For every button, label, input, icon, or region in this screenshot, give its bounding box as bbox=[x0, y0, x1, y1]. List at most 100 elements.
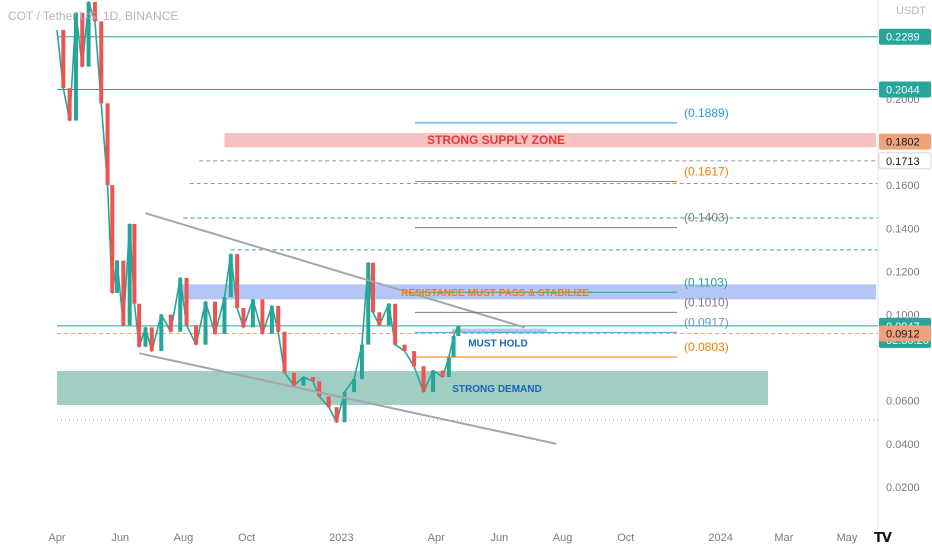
time-tick-label: May bbox=[837, 532, 858, 544]
candle bbox=[386, 303, 391, 326]
candle bbox=[184, 277, 189, 326]
candle bbox=[203, 301, 208, 345]
candle bbox=[127, 223, 132, 326]
fib-label-2: (0.1403) bbox=[684, 211, 729, 225]
candle bbox=[80, 12, 85, 67]
candle bbox=[269, 305, 274, 334]
fib-label-0: (0.1889) bbox=[684, 106, 729, 120]
candle bbox=[342, 392, 347, 423]
candle bbox=[282, 331, 287, 373]
candle bbox=[326, 396, 331, 408]
candle bbox=[301, 376, 306, 386]
candle bbox=[213, 301, 217, 334]
candle bbox=[132, 223, 137, 304]
zone-label-1: RESISTANCE MUST PASS & STABILIZE bbox=[401, 288, 589, 299]
candle bbox=[137, 303, 142, 347]
candle bbox=[115, 260, 120, 293]
time-tick-label: Aug bbox=[553, 532, 573, 544]
tradingview-logo[interactable]: TV bbox=[874, 531, 892, 546]
candle bbox=[73, 12, 78, 121]
candle bbox=[352, 379, 357, 393]
candle bbox=[366, 262, 371, 345]
zone-label-0: STRONG SUPPLY ZONE bbox=[427, 133, 565, 147]
time-tick-label: Aug bbox=[174, 532, 194, 544]
price-badge bbox=[879, 28, 931, 45]
price-badge bbox=[879, 133, 931, 150]
candle bbox=[92, 2, 97, 22]
time-tick-label: Mar bbox=[774, 532, 793, 544]
candle bbox=[317, 381, 322, 397]
candle bbox=[67, 88, 72, 121]
price-badge-label: 0.1713 bbox=[886, 156, 920, 168]
fib-label-1: (0.1617) bbox=[684, 165, 729, 179]
candle bbox=[61, 30, 66, 89]
time-tick-label: Apr bbox=[428, 532, 445, 544]
candle bbox=[178, 277, 183, 332]
candle bbox=[235, 254, 240, 309]
candle bbox=[110, 185, 115, 293]
price-tick-label: 0.0400 bbox=[886, 439, 920, 451]
candle bbox=[86, 2, 91, 67]
time-tick-label: 2024 bbox=[708, 532, 732, 544]
candle bbox=[292, 372, 296, 386]
symbol-header: COT / Tether US, 1D, BINANCE bbox=[8, 9, 178, 23]
candle bbox=[260, 299, 265, 334]
fib-label-6: (0.0803) bbox=[684, 340, 729, 354]
candle bbox=[149, 327, 154, 352]
axis-unit-label: USDT bbox=[896, 5, 926, 17]
trendline-1[interactable] bbox=[138, 352, 557, 445]
price-badge-label: 0.0912 bbox=[886, 328, 920, 340]
candle bbox=[310, 376, 315, 382]
candle bbox=[446, 357, 451, 377]
trendline-0[interactable] bbox=[145, 212, 525, 329]
candle bbox=[159, 314, 164, 352]
candle bbox=[451, 336, 456, 358]
candle bbox=[194, 325, 199, 345]
time-tick-label: Oct bbox=[617, 532, 634, 544]
candle bbox=[241, 308, 246, 328]
candle bbox=[412, 351, 417, 367]
candle bbox=[105, 103, 110, 186]
price-badge-label: 0.1802 bbox=[886, 137, 920, 149]
candle bbox=[393, 303, 398, 345]
candle bbox=[99, 21, 104, 104]
zone-label-3: STRONG DEMAND bbox=[452, 384, 541, 395]
price-badge-label: 0.2289 bbox=[886, 32, 920, 44]
candle bbox=[402, 344, 407, 352]
price-badge bbox=[879, 81, 931, 98]
candle bbox=[276, 305, 281, 332]
time-tick-label: 2023 bbox=[329, 532, 353, 544]
candle bbox=[222, 297, 227, 334]
price-tick-label: 0.1200 bbox=[886, 266, 920, 278]
price-tick-label: 0.0600 bbox=[886, 396, 920, 408]
time-tick-label: Jun bbox=[491, 532, 509, 544]
candle bbox=[228, 254, 233, 298]
candle bbox=[359, 344, 364, 380]
candle bbox=[121, 260, 126, 326]
candle bbox=[334, 407, 339, 423]
price-badge bbox=[878, 152, 932, 170]
candle bbox=[250, 299, 255, 328]
candle bbox=[377, 312, 382, 326]
candle bbox=[371, 262, 375, 313]
time-tick-label: Apr bbox=[48, 532, 65, 544]
price-tick-label: 0.0200 bbox=[886, 482, 920, 494]
time-tick-label: Jun bbox=[111, 532, 129, 544]
candle bbox=[421, 366, 426, 393]
fib-label-5: (0.0917) bbox=[684, 315, 729, 329]
price-tick-label: 0.1400 bbox=[886, 223, 920, 235]
fib-label-4: (0.1010) bbox=[684, 295, 729, 309]
price-tick-label: 0.1600 bbox=[886, 180, 920, 192]
price-line bbox=[56, 1, 460, 424]
zone-2 bbox=[452, 328, 547, 333]
price-badge bbox=[879, 325, 931, 342]
candle bbox=[456, 325, 461, 337]
candle bbox=[440, 370, 445, 377]
price-badge-label: 0.2044 bbox=[886, 85, 920, 97]
zone-0 bbox=[224, 133, 877, 148]
zone-label-2: MUST HOLD bbox=[468, 339, 527, 350]
fib-label-3: (0.1103) bbox=[684, 275, 728, 289]
time-tick-label: Oct bbox=[238, 532, 255, 544]
candle bbox=[168, 314, 173, 332]
